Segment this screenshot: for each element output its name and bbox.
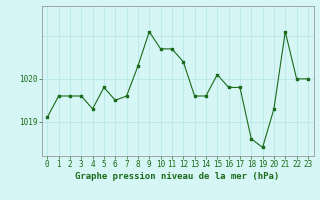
Point (237, 86, 243, 89)
Point (45, 116, 50, 119)
X-axis label: Graphe pression niveau de la mer (hPa): Graphe pression niveau de la mer (hPa) (76, 172, 280, 181)
Point (226, 86, 231, 89)
Point (294, 77, 299, 80)
Point (181, 60, 186, 63)
Point (90, 107, 95, 110)
Point (192, 94, 197, 98)
Point (79, 94, 84, 98)
Point (68, 94, 73, 98)
Point (158, 47, 163, 50)
Point (260, 146, 265, 149)
Point (135, 64, 140, 68)
Point (283, 30, 288, 33)
Point (204, 94, 209, 98)
Point (147, 30, 152, 33)
Point (56, 94, 61, 98)
Point (305, 77, 310, 80)
Point (271, 107, 276, 110)
Point (215, 73, 220, 76)
Point (169, 47, 174, 50)
Point (249, 137, 254, 140)
Point (101, 86, 107, 89)
Point (113, 99, 118, 102)
Point (124, 94, 129, 98)
